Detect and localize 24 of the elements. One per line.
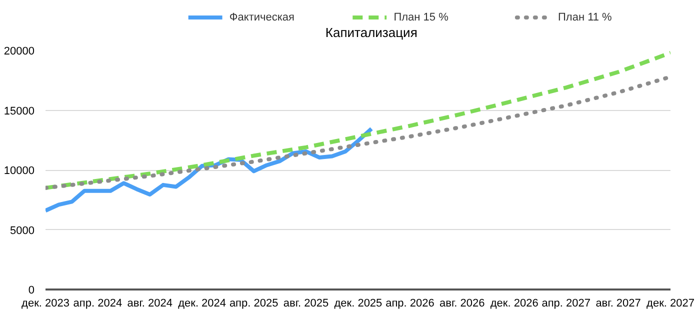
legend-label: План 15 %	[394, 12, 449, 24]
x-tick-label: дек. 2027	[646, 298, 694, 310]
x-tick-label: апр. 2024	[73, 298, 122, 310]
x-tick-label: апр. 2026	[386, 298, 434, 310]
x-tick-label: авг. 2026	[440, 298, 485, 310]
y-tick-label: 0	[28, 284, 35, 296]
chart-title: Капитализация	[325, 25, 418, 40]
x-tick-label: авг. 2027	[596, 298, 641, 310]
x-tick-label: дек. 2024	[178, 298, 226, 310]
x-tick-label: дек. 2023	[22, 298, 70, 310]
y-tick-label: 20000	[4, 46, 35, 58]
line-series	[46, 74, 670, 190]
x-tick-label: апр. 2025	[229, 298, 278, 310]
y-tick-label: 10000	[4, 165, 35, 177]
y-tick-label: 5000	[10, 224, 35, 237]
legend-label: План 11 %	[558, 12, 612, 24]
x-tick-label: дек. 2026	[490, 298, 538, 310]
x-tick-label: авг. 2025	[283, 298, 329, 310]
x-tick-label: апр. 2027	[542, 298, 591, 310]
x-tick-label: авг. 2024	[127, 298, 172, 310]
legend-label: Фактическая	[229, 12, 295, 24]
x-tick-label: дек. 2025	[334, 298, 382, 310]
line-series	[46, 50, 670, 190]
y-tick-label: 15000	[4, 105, 35, 118]
